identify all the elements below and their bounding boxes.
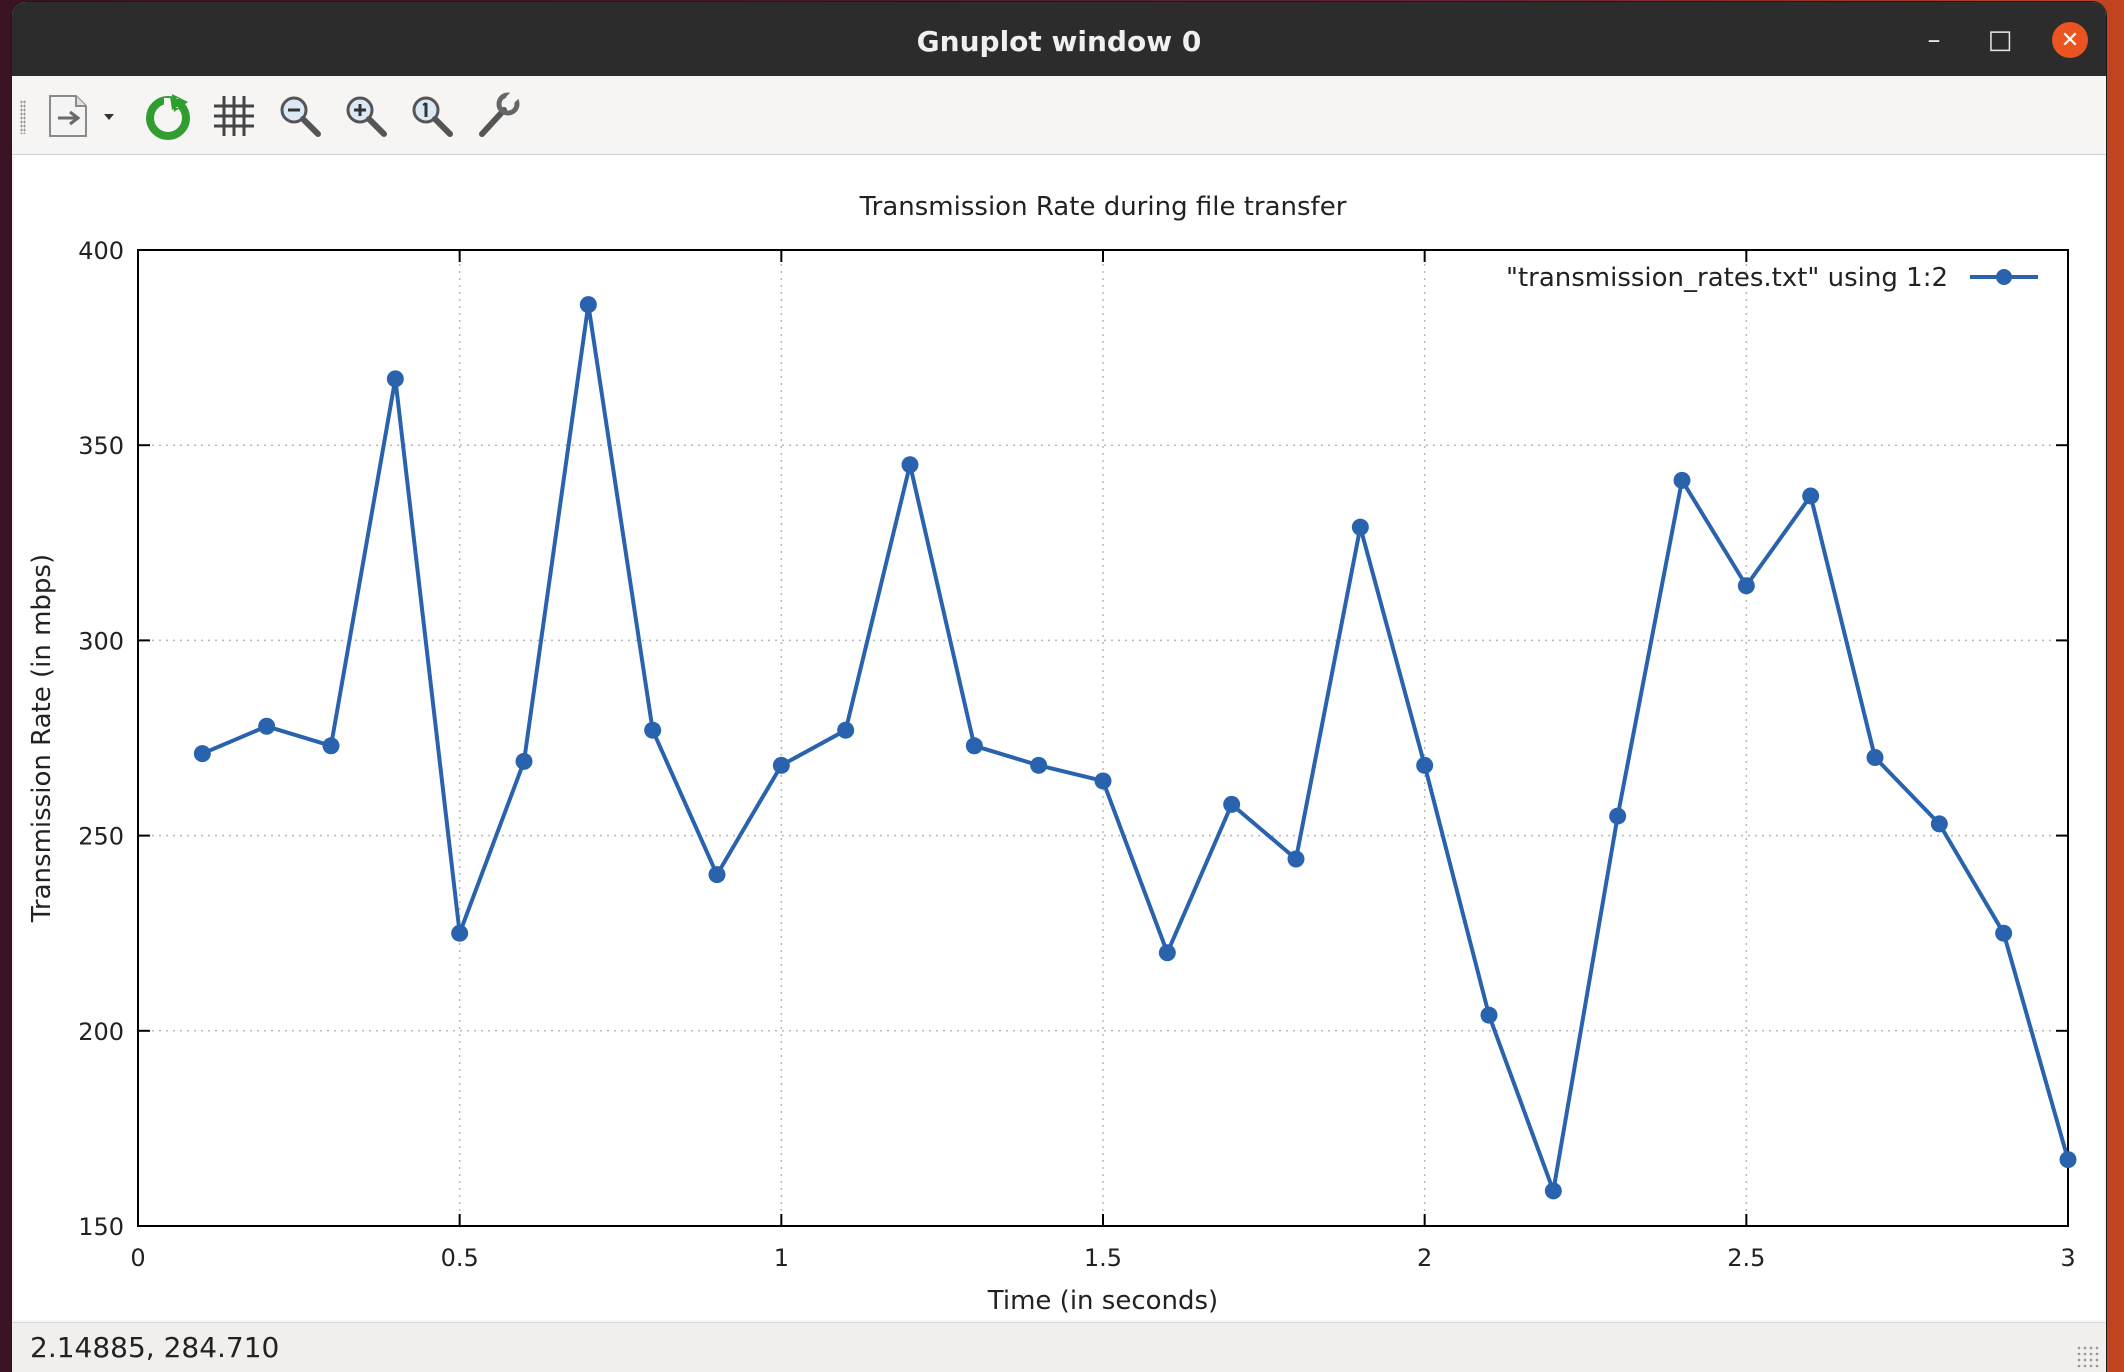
toolbar-grip[interactable] <box>20 100 26 134</box>
replot-button[interactable] <box>142 90 194 142</box>
y-tick-label: 300 <box>78 627 124 655</box>
settings-icon <box>479 90 521 137</box>
data-point <box>1480 1006 1498 1024</box>
series-layer <box>193 296 2077 1200</box>
x-tick-label: 0 <box>130 1244 145 1272</box>
export-button[interactable] <box>42 90 132 142</box>
plot-area[interactable]: 0 0.5 1 1.5 2 2.5 3 150 200 250 300 350 400 Transmi… <box>14 155 2104 1320</box>
data-point <box>1866 749 1884 767</box>
grid-lines <box>138 250 2068 1226</box>
data-point <box>1737 577 1755 595</box>
replot-icon <box>146 94 190 140</box>
data-point <box>772 756 790 774</box>
data-point <box>901 456 919 474</box>
y-tick-label: 350 <box>78 432 124 460</box>
data-point <box>1802 487 1820 505</box>
y-tick-label: 200 <box>78 1018 124 1046</box>
data-point <box>644 721 662 739</box>
y-tick-label: 250 <box>78 823 124 851</box>
data-point <box>1223 795 1241 813</box>
line-chart[interactable]: 0 0.5 1 1.5 2 2.5 3 150 200 250 300 350 400 Transmi… <box>14 155 2104 1320</box>
x-tick-label: 1.5 <box>1084 1244 1122 1272</box>
x-tick-label: 0.5 <box>441 1244 479 1272</box>
zoom-next-button[interactable] <box>340 90 392 142</box>
x-tick-label: 1 <box>774 1244 789 1272</box>
legend: "transmission_rates.txt" using 1:2 <box>1506 263 2038 293</box>
zoom-previous-button[interactable] <box>274 90 326 142</box>
resize-grip[interactable] <box>2076 1345 2100 1369</box>
data-point <box>1416 756 1434 774</box>
data-point <box>1995 924 2013 942</box>
data-point <box>193 745 211 763</box>
data-point <box>837 721 855 739</box>
x-tick-labels: 0 0.5 1 1.5 2 2.5 3 <box>130 1244 2075 1272</box>
data-point <box>2059 1151 2077 1169</box>
y-tick-label: 400 <box>78 237 124 265</box>
x-tick-label: 2 <box>1417 1244 1432 1272</box>
data-point <box>1158 944 1176 962</box>
data-point <box>451 924 469 942</box>
y-axis-label: Transmission Rate (in mbps) <box>27 554 57 923</box>
axis-ticks <box>137 249 2069 1227</box>
data-point <box>965 737 983 755</box>
minimize-button[interactable]: – <box>1927 25 1941 55</box>
data-point <box>1351 518 1369 536</box>
maximize-button[interactable]: □ <box>1987 25 2013 55</box>
autoscale-button[interactable] <box>406 90 458 142</box>
data-point <box>515 752 533 770</box>
y-tick-label: 150 <box>78 1213 124 1241</box>
data-point <box>386 370 404 388</box>
close-button[interactable]: ✕ <box>2052 22 2088 58</box>
x-tick-label: 2.5 <box>1727 1244 1765 1272</box>
data-point <box>322 737 340 755</box>
settings-button[interactable] <box>472 90 524 142</box>
data-point <box>1673 471 1691 489</box>
data-point <box>1094 772 1112 790</box>
data-point <box>579 296 597 314</box>
data-point <box>1030 756 1048 774</box>
title-bar[interactable]: Gnuplot window 0 – □ ✕ <box>12 2 2106 76</box>
series-line <box>201 302 2070 1193</box>
zoom-out-icon <box>280 96 321 137</box>
data-point <box>1930 815 1948 833</box>
y-tick-labels: 150 200 250 300 350 400 <box>78 237 124 1241</box>
window-title: Gnuplot window 0 <box>916 25 1202 58</box>
plot-border <box>137 249 2069 1227</box>
x-tick-label: 3 <box>2060 1244 2075 1272</box>
chart-title: Transmission Rate during file transfer <box>859 192 1347 222</box>
toolbar <box>12 76 2106 155</box>
data-point <box>258 717 276 735</box>
cursor-coordinates: 2.14885, 284.710 <box>30 1331 280 1364</box>
gnuplot-window: Gnuplot window 0 – □ ✕ <box>12 2 2106 1372</box>
zoom-reset-icon <box>412 96 453 137</box>
data-point <box>1287 850 1305 868</box>
grid-icon <box>214 96 254 136</box>
zoom-in-icon <box>346 96 387 137</box>
legend-label: "transmission_rates.txt" using 1:2 <box>1506 263 1948 293</box>
data-point <box>1609 807 1627 825</box>
export-icon <box>49 95 114 137</box>
data-point <box>1544 1182 1562 1200</box>
grid-button[interactable] <box>208 90 260 142</box>
data-point <box>708 866 726 884</box>
x-axis-label: Time (in seconds) <box>987 1286 1218 1316</box>
legend-marker <box>1996 269 2012 285</box>
status-bar: 2.14885, 284.710 <box>12 1322 2106 1372</box>
